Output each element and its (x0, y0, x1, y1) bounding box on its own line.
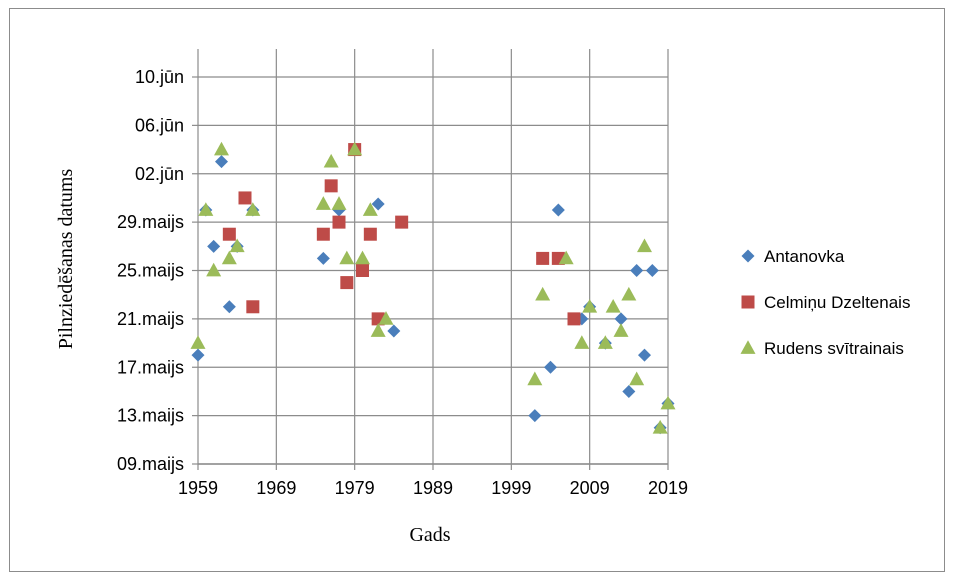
x-tick-label: 1999 (491, 478, 531, 498)
y-tick-label: 29.maijs (117, 212, 184, 232)
data-point-triangle (629, 371, 645, 386)
data-point-triangle (660, 395, 676, 410)
data-point-triangle (190, 335, 206, 349)
y-tick-label: 13.maijs (117, 406, 184, 426)
data-point-triangle (637, 238, 652, 253)
x-tick-label: 1979 (335, 478, 375, 498)
legend-label: Celmiņu Dzeltenais (764, 293, 910, 312)
data-point-diamond (645, 264, 659, 277)
data-point-diamond (207, 239, 221, 253)
x-axis-title: Gads (409, 524, 450, 546)
data-point-triangle (597, 335, 613, 349)
data-point-triangle (347, 141, 363, 156)
data-point-triangle (605, 298, 621, 313)
x-tick-label: 1959 (178, 478, 218, 498)
data-point-square (395, 215, 409, 229)
data-point-triangle (229, 238, 245, 253)
data-point-diamond (528, 409, 542, 423)
data-point-square (316, 227, 330, 241)
data-point-triangle (613, 323, 629, 337)
data-point-triangle (378, 311, 394, 325)
scatter-chart: 09.maijs 13.maijs 17.maijs 21.maijs 25.maijs… (55, 49, 910, 546)
y-tick-label: 02.jūn (135, 164, 184, 184)
chart-frame: 09.maijs 13.maijs 17.maijs 21.maijs 25.maijs… (9, 8, 945, 572)
data-point-square (340, 276, 354, 290)
data-point-triangle (527, 371, 543, 386)
y-tick-label: 10.jūn (135, 67, 184, 87)
data-point-triangle (245, 202, 261, 216)
data-point-diamond (371, 197, 385, 211)
data-point-triangle (582, 298, 598, 313)
data-point-square (238, 191, 252, 205)
data-point-diamond (316, 251, 330, 265)
y-axis-title: Pilnziedēšanas datums (55, 169, 77, 350)
data-point-diamond (215, 155, 228, 169)
y-tick-label: 09.maijs (117, 454, 184, 474)
data-point-triangle (315, 196, 331, 210)
y-tick-label: 17.maijs (117, 357, 184, 377)
y-tick-label: 06.jūn (135, 115, 184, 135)
data-point-triangle (621, 286, 637, 301)
data-point-diamond (614, 312, 628, 326)
data-point-diamond (551, 203, 565, 217)
data-point-diamond (387, 324, 401, 338)
data-point-square (363, 227, 377, 241)
data-point-triangle (535, 286, 551, 301)
x-tick-label: 1969 (256, 478, 296, 498)
data-point-triangle (370, 323, 386, 337)
data-point-triangle (558, 250, 574, 265)
data-point-square (567, 312, 581, 326)
data-point-triangle (339, 250, 355, 265)
data-point-triangle (355, 250, 370, 265)
data-point-triangle (214, 141, 229, 156)
data-point-square (332, 215, 346, 229)
data-point-triangle (206, 262, 222, 277)
legend-marker-triangle (740, 340, 756, 354)
data-point-triangle (574, 335, 590, 349)
legend-marker-diamond (741, 249, 755, 263)
y-tick-label: 25.maijs (117, 261, 184, 281)
data-point-triangle (362, 202, 378, 216)
data-point-square (356, 264, 369, 277)
data-point-diamond (638, 348, 651, 362)
y-tick-label: 21.maijs (117, 309, 184, 329)
data-point-triangle (652, 419, 668, 434)
data-point-diamond (630, 264, 644, 277)
data-point-square (324, 179, 338, 193)
data-point-triangle (221, 250, 237, 265)
x-tick-label: 2019 (648, 478, 688, 498)
legend-label: Antanovka (764, 247, 845, 266)
legend-marker-square (741, 295, 755, 309)
data-point-diamond (622, 384, 636, 398)
x-tick-label: 2009 (570, 478, 610, 498)
data-point-triangle (198, 202, 214, 216)
data-point-diamond (191, 348, 205, 362)
data-point-square (222, 227, 236, 241)
legend-label: Rudens svītrainais (764, 339, 904, 358)
x-tick-label: 1989 (413, 478, 453, 498)
data-point-diamond (544, 360, 557, 374)
data-point-diamond (222, 300, 236, 314)
data-point-square (536, 251, 550, 265)
data-point-square (246, 300, 260, 314)
data-point-triangle (323, 153, 339, 168)
data-point-triangle (331, 196, 347, 210)
